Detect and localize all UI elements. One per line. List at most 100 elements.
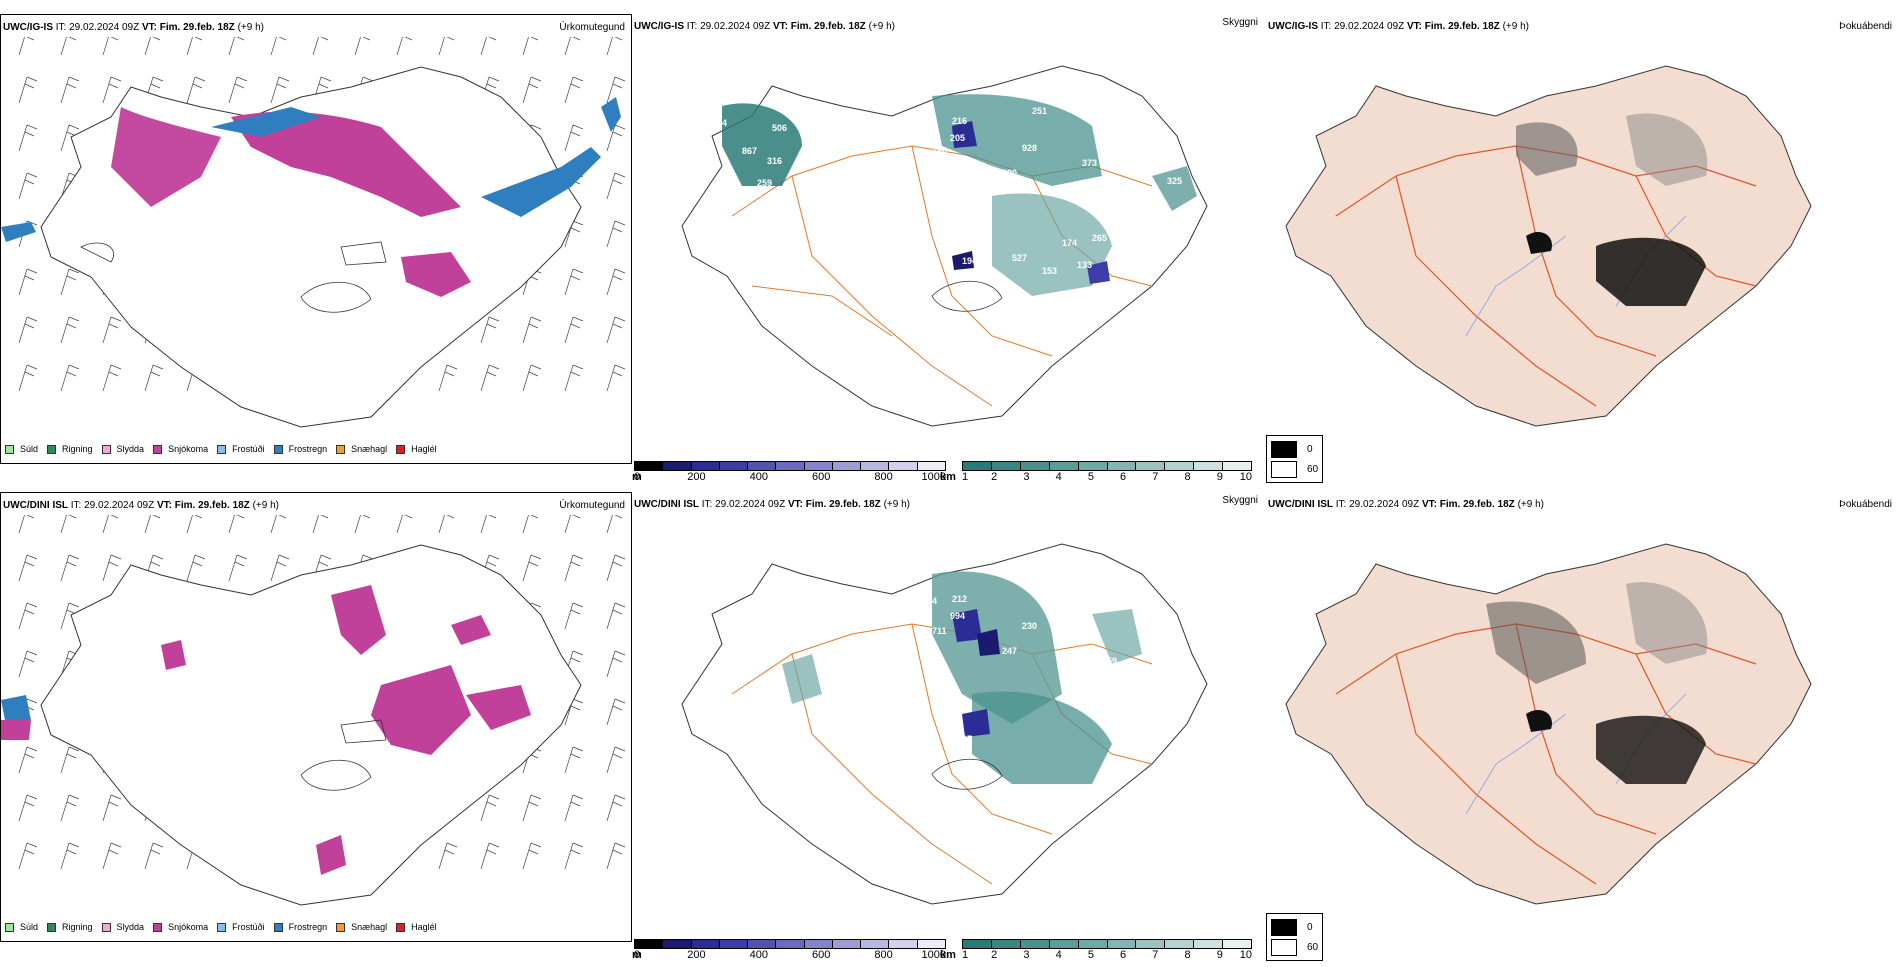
cloud-base-label: 454 [922, 596, 937, 606]
cloudbase-color-segment [917, 940, 945, 948]
wind-barb [522, 37, 539, 56]
cloud-base-label: 445 [772, 601, 787, 611]
model-name: UWC/IG-IS [3, 22, 53, 33]
cloudbase-color-segment [691, 462, 720, 470]
model-name: UWC/DINI ISL [634, 499, 699, 510]
visibility-tick-label: 5 [1087, 471, 1094, 483]
cloudbase-color-segment [748, 940, 777, 948]
legend-swatch [273, 444, 283, 454]
vt-label: VT: [1421, 499, 1437, 510]
it-label: IT: [1335, 499, 1347, 510]
vt-value: Fim. 29.feb. 18Z [1439, 499, 1515, 510]
wind-barb [564, 268, 584, 296]
vt-label: VT: [141, 22, 157, 33]
legend-swatch [396, 922, 406, 932]
model-name: UWC/IG-IS [634, 21, 684, 32]
legend-swatch [273, 922, 283, 932]
fog-colorbox: 0 60 [1266, 913, 1324, 961]
it-value: 29.02.2024 09Z [700, 21, 771, 32]
visibility-color-segment [1107, 940, 1137, 948]
param-title: Úrkomutegund [559, 500, 625, 511]
it-value: 29.02.2024 09Z [715, 499, 786, 510]
wind-barb [60, 37, 77, 56]
visibility-color-segment [1078, 940, 1108, 948]
lead-time: (+9 h) [237, 22, 264, 33]
cloud-base-label: 454 [712, 118, 727, 128]
visibility-color-segment [1165, 940, 1195, 948]
cloudbase-color-segment [832, 940, 862, 948]
cloudbase-color-segment [861, 940, 890, 948]
cloud-base-label: 120 [757, 656, 772, 666]
visibility-tick-label: 10 [1239, 949, 1252, 961]
legend-item: Snjókoma [153, 922, 208, 932]
wind-barb [564, 316, 584, 344]
wind-barb [522, 554, 542, 582]
precip-panel-bottom: UWC/DINI ISL IT: 29.02.2024 09Z VT: Fim.… [0, 492, 632, 942]
visibility-tick-label: 2 [991, 949, 998, 961]
vt-value: Fim. 29.feb. 18Z [174, 500, 250, 511]
legend-swatch [47, 444, 57, 454]
fog-colorbox-row: 60 [1271, 459, 1318, 479]
wind-barb [60, 842, 80, 870]
wind-barb [522, 842, 542, 870]
param-title: Skyggni [1222, 495, 1258, 506]
fog-map [1285, 543, 1812, 905]
cloud-base-label: 168 [932, 148, 947, 158]
cloudbase-colorbar-ticks: 0 200 400 600 800 1000 [634, 471, 946, 483]
wind-barb [606, 602, 626, 630]
legend-item: Slydda [101, 922, 144, 932]
cloud-base-label: 152 [1082, 636, 1097, 646]
visibility-unit: km [940, 949, 956, 961]
cloudbase-tick-label: 600 [812, 949, 831, 961]
legend-item: Frostúði [217, 444, 265, 454]
wind-barb [564, 124, 584, 152]
lead-time: (+9 h) [868, 21, 895, 32]
wind-barb [186, 515, 203, 534]
visibility-panel-bottom: UWC/DINI ISL IT: 29.02.2024 09Z VT: Fim.… [632, 492, 1264, 967]
wind-barb [18, 602, 38, 630]
panel-header: UWC/IG-IS IT: 29.02.2024 09Z VT: Fim. 29… [634, 17, 1260, 34]
visibility-tick-label: 8 [1184, 949, 1191, 961]
wind-barb [18, 124, 38, 152]
panel-header: UWC/IG-IS IT: 29.02.2024 09Z VT: Fim. 29… [1268, 20, 1894, 34]
cloud-base-label: 125 [1167, 654, 1182, 664]
cloud-base-label: 400 [1102, 178, 1117, 188]
visibility-color-segment [1049, 462, 1079, 470]
cloud-base-label: 205 [950, 133, 965, 143]
cloud-base-label: 527 [1012, 253, 1027, 263]
param-title: Þokuábendi [1839, 21, 1892, 32]
wind-barb [60, 316, 80, 344]
wind-barb [228, 515, 245, 534]
it-value: 29.02.2024 09Z [69, 22, 140, 33]
cloud-base-label: 67 [962, 734, 972, 744]
cloudbase-tick-label: 800 [874, 471, 893, 483]
cloudbase-color-segment [889, 462, 918, 470]
lead-time: (+9 h) [252, 500, 279, 511]
cloudbase-color-segment [719, 462, 749, 470]
wind-barb [606, 746, 626, 774]
precip-type-legend: Súld Rigning Slydda Snjókoma Frostúði Frostre… [5, 441, 446, 457]
visibility-color-segment [1223, 940, 1252, 948]
fog-panel-bottom: UWC/DINI ISL IT: 29.02.2024 09Z VT: Fim.… [1266, 492, 1898, 967]
it-value: 29.02.2024 09Z [1349, 499, 1420, 510]
legend-label: Rigning [62, 444, 93, 454]
wind-barb [606, 794, 626, 822]
wind-barb [102, 364, 122, 392]
visibility-color-segment [963, 462, 992, 470]
wind-barb [60, 364, 80, 392]
legend-swatch [5, 444, 14, 454]
visibility-tick-label: 8 [1184, 471, 1191, 483]
cloudbase-color-segment [861, 462, 890, 470]
cloudbase-tick-label: 0 [634, 471, 641, 483]
cloud-base-label: 506 [772, 123, 787, 133]
cloud-base-label: 386 [767, 634, 782, 644]
legend-label: Frostúði [232, 444, 265, 454]
wind-barb [438, 515, 455, 534]
cloudbase-tick-label: 400 [749, 949, 768, 961]
wind-barb [312, 515, 329, 534]
visibility-color-segment [1107, 462, 1137, 470]
wind-barb [354, 515, 371, 534]
precip-panel-top: UWC/IG-IS IT: 29.02.2024 09Z VT: Fim. 29… [0, 14, 632, 464]
visibility-color-segment [1136, 940, 1166, 948]
